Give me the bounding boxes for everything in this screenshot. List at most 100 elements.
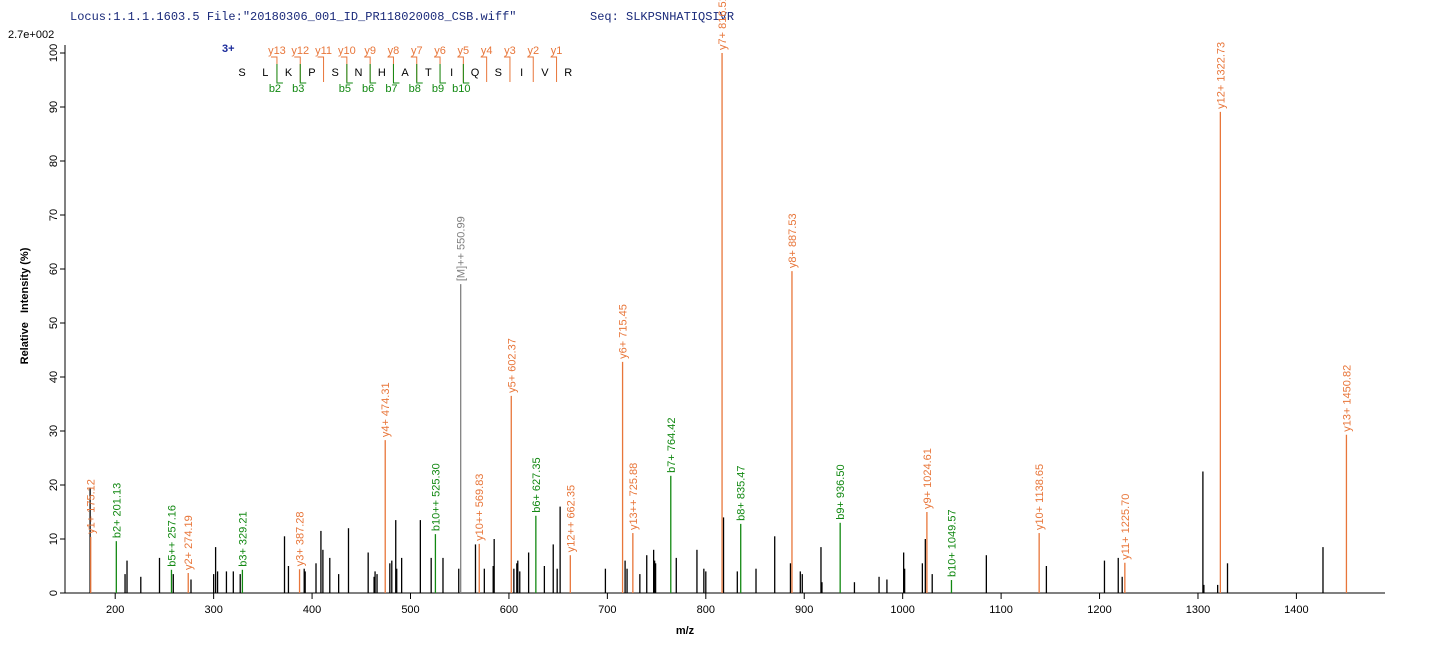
sequence-letter: N: [355, 67, 363, 79]
y-fragment-mark: [457, 56, 464, 82]
x-tick-label: 1100: [989, 604, 1013, 616]
y-fragment-mark: [480, 56, 488, 82]
y-fragment-label: y12: [291, 45, 309, 57]
b-fragment-label: b3: [292, 83, 304, 95]
x-tick-label: 1000: [890, 604, 914, 616]
y-fragment-label: y10: [338, 45, 356, 57]
x-tick-label: 1400: [1284, 604, 1308, 616]
peak-label: y12++ 662.35: [565, 485, 577, 552]
y-fragment-label: y7: [411, 45, 423, 57]
peak-label: b10+ 1049.57: [946, 509, 958, 577]
b-fragment-mark: [299, 64, 307, 84]
b-fragment-mark: [416, 64, 423, 84]
y-tick-label: 60: [48, 263, 60, 275]
peak-label: y4+ 474.31: [380, 382, 392, 437]
y-tick-label: 70: [48, 209, 60, 221]
y-fragment-label: y2: [527, 45, 539, 57]
y-tick-label: 90: [48, 101, 60, 113]
y-fragment-label: y13: [268, 45, 286, 57]
chart-subtitle: Seq: SLKPSNHATIQSIVR: [590, 10, 734, 24]
peak-label: y3+ 387.28: [295, 511, 307, 566]
peak-label: y6+ 715.45: [618, 304, 630, 359]
y-tick-label: 80: [48, 155, 60, 167]
y-fragment-label: y1: [551, 45, 563, 57]
y-fragment-mark: [387, 56, 394, 82]
y-fragment-label: y8: [388, 45, 400, 57]
b-fragment-label: b5: [339, 83, 351, 95]
peak-label: [M]++ 550.99: [456, 216, 468, 281]
y-fragment-mark: [410, 56, 418, 82]
b-fragment-label: b7: [385, 83, 397, 95]
y-fragment-label: y4: [481, 45, 493, 57]
peak-label: b10++ 525.30: [430, 463, 442, 531]
peak-label: y10+ 1138.65: [1034, 464, 1046, 530]
peak-label: b3+ 329.21: [237, 511, 249, 566]
y-fragment-mark: [434, 56, 441, 82]
y-fragment-mark: [294, 56, 301, 82]
sequence-letter: V: [541, 67, 549, 79]
b-fragment-mark: [392, 64, 400, 84]
chart-title: Locus:1.1.1.1603.5 File:"20180306_001_ID…: [70, 10, 516, 24]
charge-label: 3+: [222, 43, 235, 55]
peak-label: y12+ 1322.73: [1215, 42, 1227, 109]
x-tick-label: 200: [106, 604, 124, 616]
x-tick-label: 900: [795, 604, 813, 616]
peak-label: b7+ 764.42: [666, 417, 678, 472]
b-fragment-mark: [276, 64, 283, 84]
x-tick-label: 300: [204, 604, 222, 616]
b-fragment-label: b2: [269, 83, 281, 95]
b-fragment-label: b9: [432, 83, 444, 95]
sequence-letter: P: [308, 67, 315, 79]
sequence-letter: Q: [471, 67, 480, 79]
y-fragment-mark: [317, 56, 325, 82]
sequence-letter: S: [332, 67, 339, 79]
sequence-letter: K: [285, 67, 293, 79]
peak-label: y7+ 816.51: [717, 0, 729, 50]
y-tick-label: 0: [48, 590, 60, 596]
x-tick-label: 1300: [1186, 604, 1210, 616]
peak-label: y1+ 175.12: [86, 479, 98, 534]
peak-label: b6+ 627.35: [531, 457, 543, 512]
sequence-letter: I: [450, 67, 453, 79]
sequence-letter: H: [378, 67, 386, 79]
peak-label: y13++ 725.88: [628, 463, 640, 530]
y-fragment-label: y6: [434, 45, 446, 57]
y-fragment-label: y3: [504, 45, 516, 57]
sequence-letter: S: [238, 67, 245, 79]
x-axis-label: m/z: [676, 625, 695, 637]
peak-label: b2+ 201.13: [111, 483, 123, 538]
y-fragment-mark: [270, 56, 278, 82]
sequence-letter: T: [425, 67, 432, 79]
b-fragment-label: b8: [409, 83, 421, 95]
peak-label: y2+ 274.19: [183, 515, 195, 570]
y-fragment-mark: [364, 56, 371, 82]
sequence-letter: A: [401, 67, 409, 79]
y-tick-label: 50: [48, 317, 60, 329]
y-fragment-label: y9: [364, 45, 376, 57]
y-fragment-mark: [340, 56, 348, 82]
peak-label: b9+ 936.50: [835, 464, 847, 519]
sequence-letter: S: [495, 67, 502, 79]
peak-label: b5++ 257.16: [166, 505, 178, 567]
b-fragment-mark: [439, 64, 447, 84]
b-fragment-mark: [462, 64, 470, 84]
y-tick-label: 30: [48, 425, 60, 437]
x-tick-label: 400: [303, 604, 321, 616]
peak-label: y11+ 1225.70: [1120, 494, 1132, 560]
b-fragment-mark: [346, 64, 353, 84]
sequence-letter: R: [564, 67, 572, 79]
x-tick-label: 700: [598, 604, 616, 616]
x-tick-label: 1200: [1087, 604, 1111, 616]
x-tick-label: 600: [500, 604, 518, 616]
sequence-letter: I: [520, 67, 523, 79]
y-tick-label: 100: [48, 44, 60, 62]
peak-label: y8+ 887.53: [787, 213, 799, 268]
y-fragment-label: y11: [315, 45, 332, 57]
y-fragment-mark: [527, 56, 534, 82]
y-tick-label: 40: [48, 371, 60, 383]
peak-label: y5+ 602.37: [506, 338, 518, 393]
peak-label: y9+ 1024.61: [922, 448, 934, 509]
peak-label: b8+ 835.47: [736, 466, 748, 521]
x-tick-label: 500: [401, 604, 419, 616]
